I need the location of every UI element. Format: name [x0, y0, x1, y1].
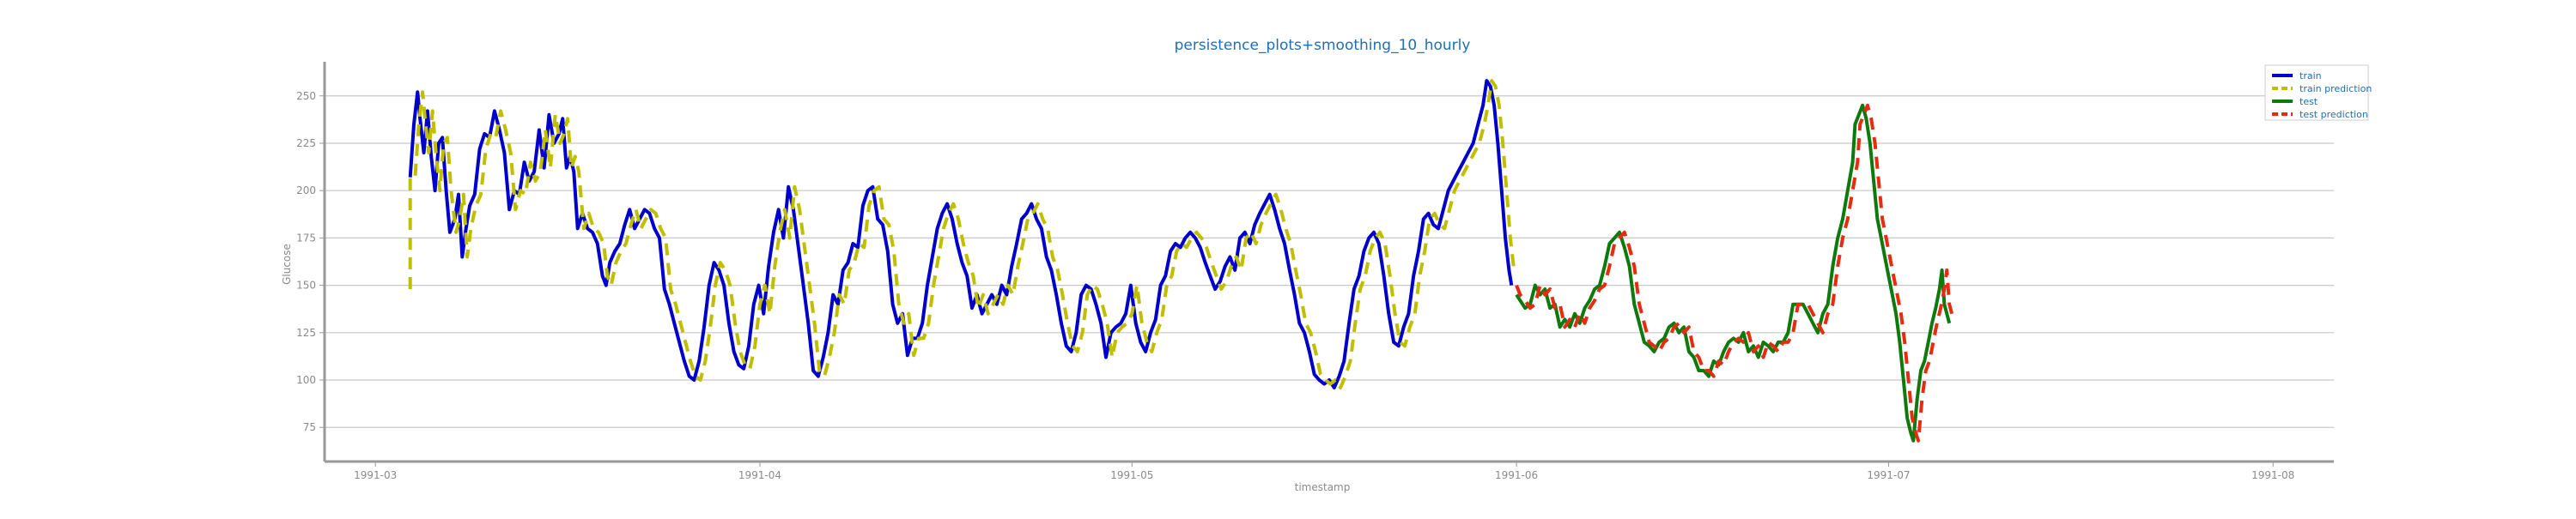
legend-label: train [2300, 70, 2322, 81]
x-tick-label: 1991-04 [738, 469, 781, 481]
chart-title: persistence_plots+smoothing_10_hourly [1175, 37, 1471, 54]
x-axis-label: timestamp [1295, 481, 1351, 493]
y-tick-label: 250 [296, 90, 316, 102]
y-tick-label: 75 [303, 421, 316, 433]
series-line-train-prediction [408, 79, 1516, 389]
y-axis-label: Glucose [281, 244, 293, 285]
axes: 75 100 125 150 175 200 225 250 1991-03 1991-04 199… [296, 62, 2334, 481]
x-tick-label: 1991-05 [1110, 469, 1153, 481]
x-tick-label: 1991-06 [1495, 469, 1538, 481]
legend-label: test [2300, 96, 2318, 107]
x-tick-label: 1991-07 [1867, 469, 1910, 481]
series-line-train [408, 79, 1514, 389]
y-tick-label: 200 [296, 184, 316, 196]
legend-label: train prediction [2300, 83, 2372, 94]
y-tick-label: 175 [296, 232, 316, 244]
y-tick-label: 125 [296, 327, 316, 339]
legend-label: test prediction [2300, 109, 2368, 120]
series-line-test-prediction [1515, 103, 1954, 443]
legend: train train prediction test test prediction [2264, 64, 2372, 121]
x-tick-label: 1991-03 [354, 469, 397, 481]
y-tick-label: 100 [296, 374, 316, 386]
series-lines [408, 79, 1954, 443]
y-tick-label: 150 [296, 280, 316, 292]
y-tick-label: 225 [296, 137, 316, 149]
series-line-test [1515, 103, 1952, 443]
gridlines [325, 95, 2334, 428]
x-tick-label: 1991-08 [2251, 469, 2294, 481]
